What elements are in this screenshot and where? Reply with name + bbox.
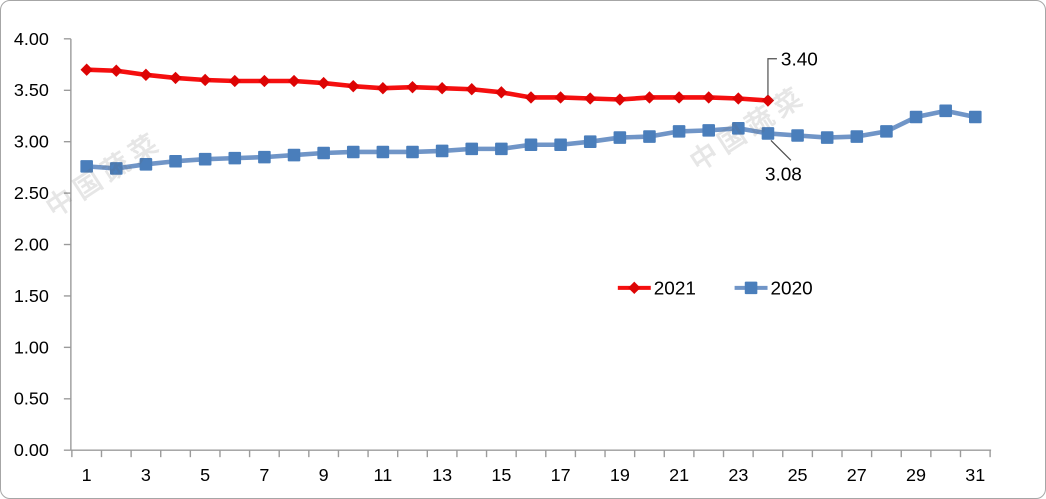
y-tick-label: 4.00 [14, 29, 49, 49]
marker-2020 [672, 125, 686, 138]
x-tick-label: 1 [82, 465, 92, 485]
marker-2020 [732, 122, 745, 135]
marker-2020 [880, 125, 893, 138]
marker-2021 [317, 76, 330, 90]
marker-2020 [169, 154, 182, 168]
marker-2020 [850, 130, 864, 143]
x-tick-label: 15 [491, 465, 511, 485]
marker-2021 [110, 64, 123, 77]
marker-2021 [761, 94, 775, 107]
marker-2020 [613, 131, 627, 144]
marker-2020 [969, 110, 982, 124]
x-tick-label: 19 [610, 465, 630, 485]
x-tick-label: 17 [551, 465, 571, 485]
marker-2020 [139, 158, 153, 171]
x-tick-label: 21 [669, 465, 689, 485]
marker-2020 [939, 104, 952, 118]
marker-2021 [228, 74, 241, 88]
y-tick-label: 1.00 [14, 337, 49, 357]
legend-marker-2021 [628, 281, 641, 295]
marker-2021 [554, 91, 567, 104]
data-label-2020: 3.08 [765, 164, 802, 185]
series-line-2021 [84, 67, 771, 103]
marker-2020 [346, 145, 360, 159]
marker-2020 [376, 145, 390, 159]
y-tick-label: 0.50 [14, 389, 49, 409]
marker-2020 [465, 142, 479, 156]
marker-2021 [258, 74, 271, 88]
y-tick-label: 3.00 [14, 132, 49, 152]
marker-2020 [228, 151, 242, 165]
x-tick-label: 31 [965, 465, 985, 485]
leader-line [770, 140, 792, 161]
marker-2020 [524, 138, 538, 152]
marker-2021 [584, 92, 597, 105]
x-tick-label: 27 [847, 465, 867, 485]
marker-2020 [80, 160, 93, 173]
marker-2020 [761, 127, 775, 140]
data-label-2021: 3.40 [781, 50, 818, 71]
marker-2021 [495, 86, 508, 99]
marker-2020 [110, 162, 123, 175]
marker-2021 [672, 91, 686, 104]
marker-2021 [702, 91, 715, 104]
x-tick-label: 25 [788, 465, 808, 485]
marker-2021 [406, 81, 419, 94]
marker-2021 [287, 74, 301, 88]
marker-2020 [909, 110, 923, 124]
legend-label-2021: 2021 [654, 278, 696, 299]
marker-2020 [287, 148, 301, 162]
y-tick-label: 3.50 [14, 80, 49, 100]
marker-2021 [643, 91, 656, 104]
marker-2021 [435, 82, 449, 95]
marker-2021 [465, 83, 478, 96]
leader-line [767, 58, 777, 96]
marker-2020 [554, 138, 567, 152]
x-tick-label: 23 [728, 465, 748, 485]
marker-2020 [820, 131, 834, 144]
marker-2021 [347, 79, 360, 93]
marker-2020 [198, 152, 212, 166]
marker-2021 [80, 63, 93, 76]
marker-2020 [435, 144, 449, 158]
marker-2021 [732, 92, 745, 105]
x-tick-label: 3 [141, 465, 151, 485]
marker-2020 [702, 124, 715, 137]
marker-2021 [376, 82, 390, 95]
marker-2021 [198, 73, 212, 87]
marker-2021 [524, 91, 538, 104]
x-tick-label: 7 [259, 465, 269, 485]
x-tick-label: 9 [319, 465, 329, 485]
legend-label-2020: 2020 [771, 278, 813, 299]
marker-2020 [258, 150, 271, 164]
marker-2020 [643, 130, 656, 143]
marker-2021 [169, 71, 182, 85]
y-tick-label: 2.50 [14, 183, 49, 203]
marker-2020 [406, 145, 419, 159]
y-tick-label: 2.00 [14, 235, 49, 255]
x-tick-label: 29 [906, 465, 926, 485]
marker-2020 [791, 129, 804, 142]
x-tick-label: 5 [200, 465, 210, 485]
x-tick-label: 11 [374, 465, 393, 485]
marker-2020 [495, 142, 508, 156]
marker-2021 [139, 68, 153, 82]
marker-2020 [583, 135, 597, 148]
marker-2020 [317, 146, 330, 160]
y-tick-label: 1.50 [14, 286, 49, 306]
marker-2021 [613, 93, 627, 106]
y-tick-label: 0.00 [14, 440, 49, 460]
x-tick-label: 13 [432, 465, 452, 485]
legend-marker-2020 [744, 281, 758, 295]
